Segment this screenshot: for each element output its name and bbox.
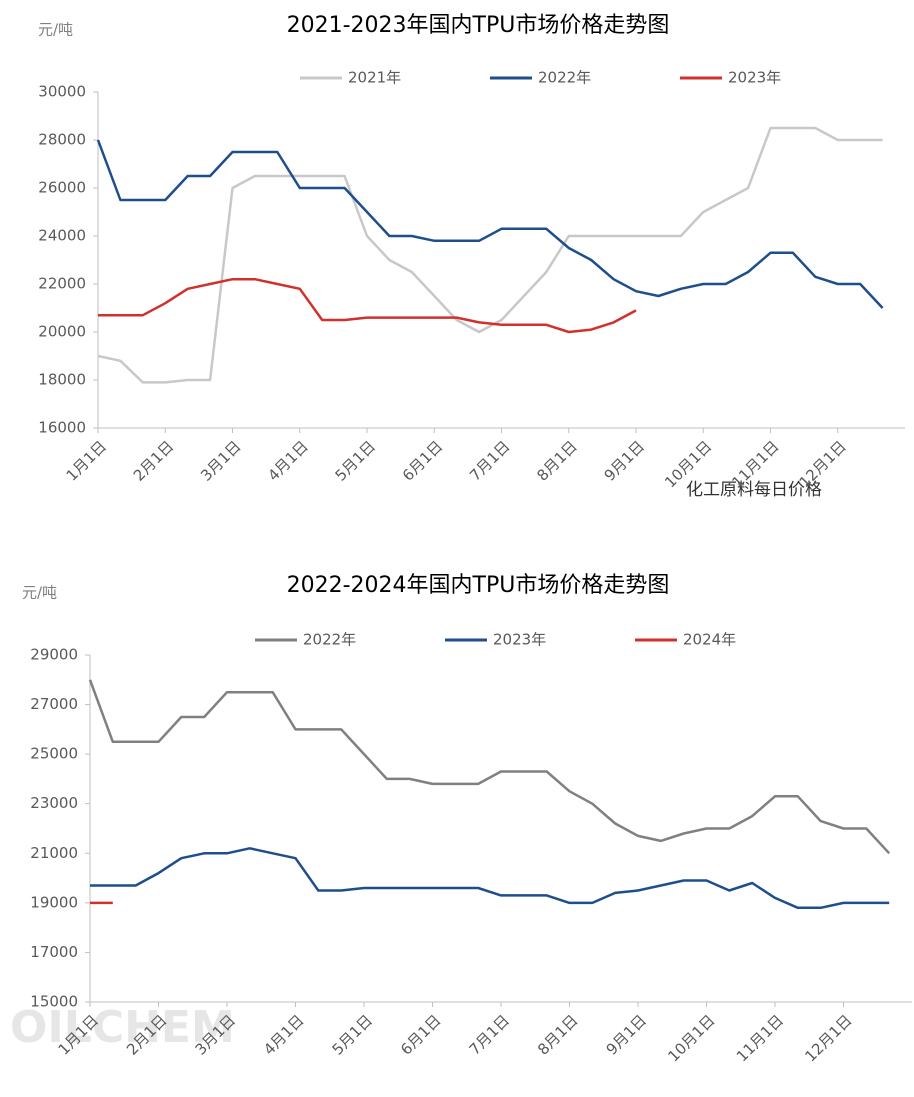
watermark: 化工原料每日价格 bbox=[686, 480, 822, 500]
y-tick-label: 27000 bbox=[30, 695, 78, 713]
legend-label: 2022年 bbox=[303, 631, 356, 649]
y-tick-label: 24000 bbox=[38, 227, 86, 245]
y-tick-label: 19000 bbox=[30, 893, 78, 911]
y-tick-label: 18000 bbox=[38, 371, 86, 389]
legend-label: 2023年 bbox=[728, 69, 781, 87]
x-tick-label: 2月1日 bbox=[130, 437, 177, 484]
x-tick-label: 9月1日 bbox=[603, 1011, 650, 1058]
x-tick-label: 7月1日 bbox=[466, 1011, 513, 1058]
x-tick-label: 5月1日 bbox=[329, 1011, 376, 1058]
x-tick-label: 6月1日 bbox=[397, 1011, 444, 1058]
x-tick-label: 9月1日 bbox=[601, 437, 648, 484]
watermark: OILCHEM bbox=[10, 1002, 235, 1053]
y-tick-label: 23000 bbox=[30, 794, 78, 812]
y-tick-label: 28000 bbox=[38, 131, 86, 149]
y-tick-label: 26000 bbox=[38, 179, 86, 197]
x-tick-label: 5月1日 bbox=[332, 437, 379, 484]
y-tick-label: 21000 bbox=[30, 844, 78, 862]
y-tick-label: 17000 bbox=[30, 943, 78, 961]
x-tick-label: 1月1日 bbox=[63, 437, 110, 484]
x-tick-label: 12月1日 bbox=[801, 1011, 855, 1065]
y-tick-label: 25000 bbox=[30, 745, 78, 763]
x-tick-label: 6月1日 bbox=[399, 437, 446, 484]
y-tick-label: 15000 bbox=[30, 993, 78, 1011]
chart-title: 2022-2024年国内TPU市场价格走势图 bbox=[287, 573, 670, 598]
legend-label: 2022年 bbox=[538, 69, 591, 87]
x-tick-label: 4月1日 bbox=[264, 437, 311, 484]
y-axis-unit: 元/吨 bbox=[22, 584, 57, 602]
x-tick-label: 3月1日 bbox=[197, 437, 244, 484]
series-line bbox=[90, 847, 890, 910]
legend-label: 2024年 bbox=[683, 631, 736, 649]
y-tick-label: 20000 bbox=[38, 323, 86, 341]
series-line bbox=[98, 277, 637, 334]
x-tick-label: 8月1日 bbox=[533, 437, 580, 484]
legend-label: 2023年 bbox=[493, 631, 546, 649]
y-tick-label: 30000 bbox=[38, 83, 86, 101]
y-axis-unit: 元/吨 bbox=[38, 21, 73, 39]
x-tick-label: 4月1日 bbox=[260, 1011, 307, 1058]
x-tick-label: 7月1日 bbox=[466, 437, 513, 484]
series-line bbox=[97, 126, 883, 384]
x-tick-label: 10月1日 bbox=[664, 1011, 718, 1065]
legend-label: 2021年 bbox=[348, 69, 401, 87]
series-line bbox=[96, 139, 884, 309]
y-tick-label: 29000 bbox=[30, 646, 78, 664]
chart-title: 2021-2023年国内TPU市场价格走势图 bbox=[287, 13, 670, 38]
x-tick-label: 8月1日 bbox=[534, 1011, 581, 1058]
x-tick-label: 11月1日 bbox=[733, 1011, 787, 1065]
series-line bbox=[88, 679, 891, 855]
x-tick-label: 12月1日 bbox=[796, 437, 850, 491]
y-tick-label: 16000 bbox=[38, 419, 86, 437]
y-tick-label: 22000 bbox=[38, 275, 86, 293]
